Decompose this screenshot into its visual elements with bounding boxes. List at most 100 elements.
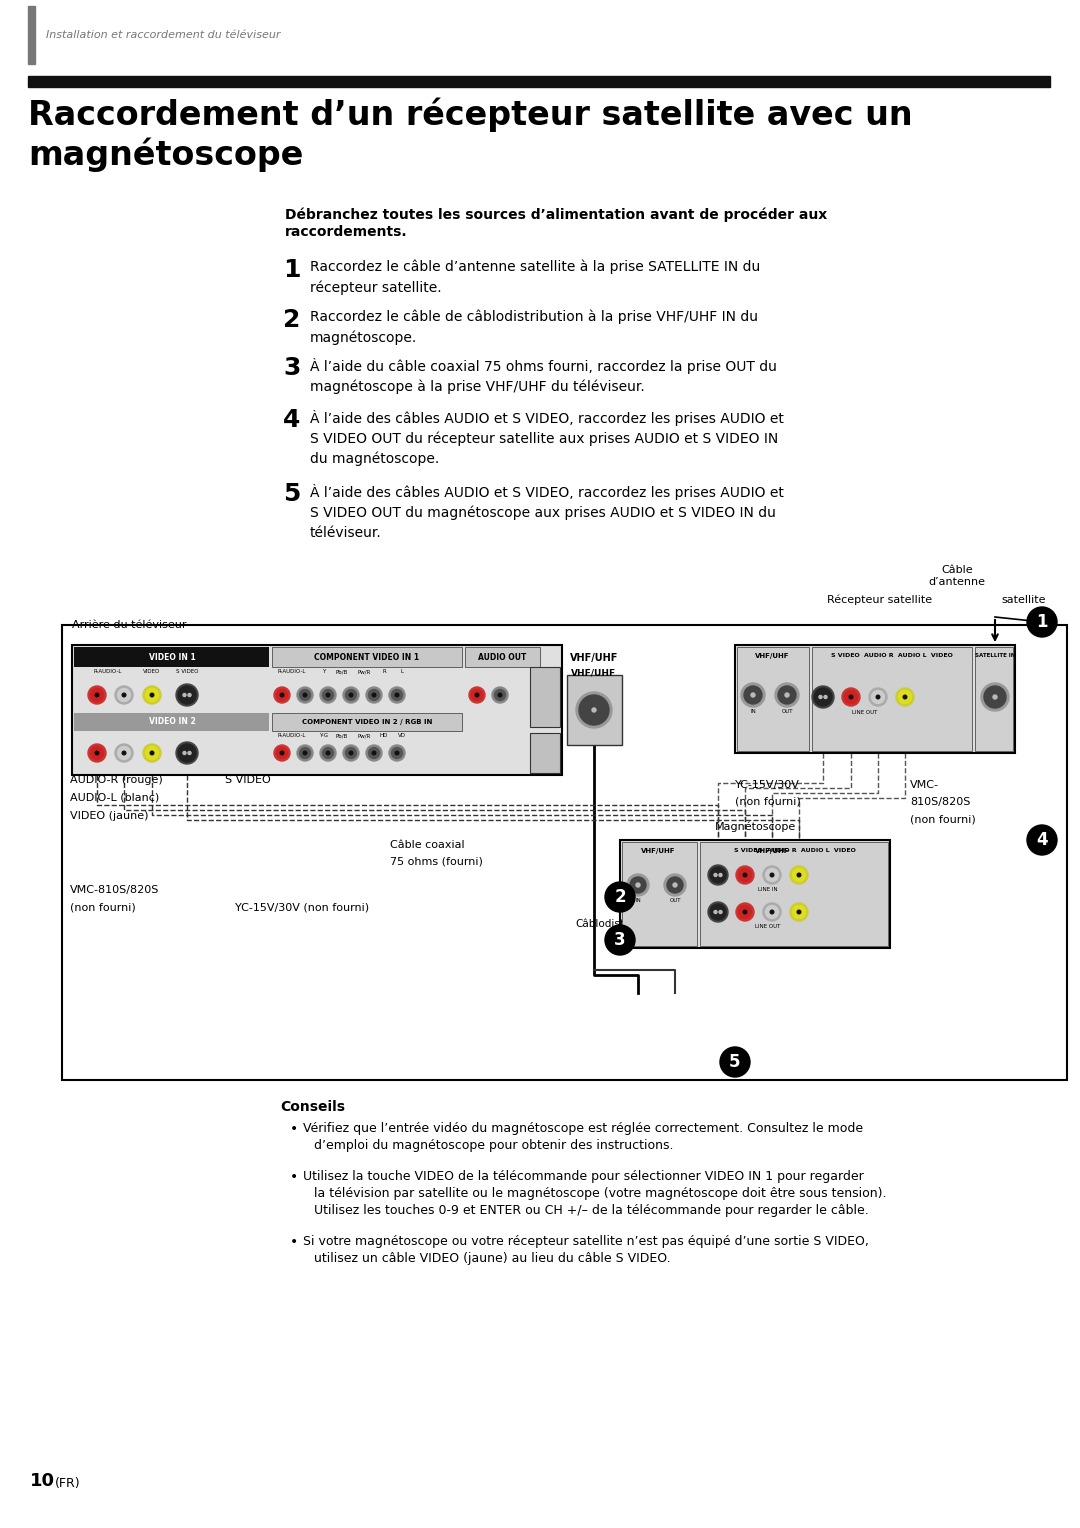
Circle shape bbox=[395, 694, 399, 697]
Text: S VIDEO: S VIDEO bbox=[225, 775, 271, 785]
Text: COMPONENT VIDEO IN 1: COMPONENT VIDEO IN 1 bbox=[314, 652, 419, 662]
Circle shape bbox=[739, 906, 752, 918]
Circle shape bbox=[793, 906, 806, 918]
Bar bbox=[622, 842, 697, 946]
Circle shape bbox=[903, 695, 907, 698]
Circle shape bbox=[389, 688, 405, 703]
Circle shape bbox=[869, 688, 887, 706]
Text: YC-15V/30V (non fourni): YC-15V/30V (non fourni) bbox=[235, 902, 369, 912]
Text: Vérifiez que l’entrée vidéo du magnétoscope est réglée correctement. Consultez l: Vérifiez que l’entrée vidéo du magnétosc… bbox=[303, 1122, 863, 1135]
Text: SATELLITE IN: SATELLITE IN bbox=[975, 652, 1015, 659]
Bar bbox=[735, 645, 1015, 753]
Circle shape bbox=[741, 683, 765, 707]
Circle shape bbox=[114, 744, 133, 762]
Text: Y: Y bbox=[322, 669, 326, 674]
Circle shape bbox=[323, 747, 334, 758]
Text: VHF/UHF: VHF/UHF bbox=[640, 848, 675, 854]
Circle shape bbox=[143, 744, 161, 762]
Circle shape bbox=[280, 694, 284, 697]
Circle shape bbox=[346, 689, 356, 700]
Bar bbox=[530, 733, 561, 773]
Text: VIDEO (jaune): VIDEO (jaune) bbox=[70, 811, 149, 821]
Circle shape bbox=[274, 688, 291, 703]
Bar bbox=[75, 646, 269, 668]
Circle shape bbox=[797, 872, 800, 877]
Text: (non fourni): (non fourni) bbox=[910, 814, 975, 824]
Circle shape bbox=[789, 903, 808, 921]
Text: LINE IN: LINE IN bbox=[758, 886, 778, 892]
Text: 75 ohms (fourni): 75 ohms (fourni) bbox=[390, 857, 483, 866]
Circle shape bbox=[303, 694, 307, 697]
Text: Utilisez la touche VIDEO de la télécommande pour sélectionner VIDEO IN 1 pour re: Utilisez la touche VIDEO de la télécomma… bbox=[303, 1170, 864, 1183]
Text: Magnétoscope: Magnétoscope bbox=[714, 822, 796, 833]
Circle shape bbox=[819, 695, 822, 698]
Circle shape bbox=[845, 691, 858, 703]
Text: LINE OUT: LINE OUT bbox=[755, 924, 781, 929]
Text: Récepteur satellite: Récepteur satellite bbox=[827, 594, 932, 605]
Text: OUT: OUT bbox=[539, 715, 551, 720]
Circle shape bbox=[91, 747, 104, 759]
Circle shape bbox=[472, 689, 483, 700]
Text: Si votre magnétoscope ou votre récepteur satellite n’est pas équipé d’une sortie: Si votre magnétoscope ou votre récepteur… bbox=[303, 1235, 869, 1248]
Circle shape bbox=[770, 911, 773, 914]
Text: LINE OUT: LINE OUT bbox=[852, 711, 878, 715]
Circle shape bbox=[770, 872, 773, 877]
Circle shape bbox=[719, 911, 723, 914]
Circle shape bbox=[280, 752, 284, 755]
Text: utilisez un câble VIDEO (jaune) au lieu du câble S VIDEO.: utilisez un câble VIDEO (jaune) au lieu … bbox=[314, 1251, 671, 1265]
Text: S VIDEO  AUDIO R  AUDIO L  VIDEO: S VIDEO AUDIO R AUDIO L VIDEO bbox=[734, 848, 856, 853]
Text: (non fourni): (non fourni) bbox=[735, 798, 800, 807]
Text: SUB: SUB bbox=[539, 743, 551, 749]
Circle shape bbox=[87, 744, 106, 762]
Text: Utilisez les touches 0-9 et ENTER ou CH +/– de la télécommande pour regarder le : Utilisez les touches 0-9 et ENTER ou CH … bbox=[314, 1204, 868, 1216]
Text: OUT: OUT bbox=[670, 898, 680, 903]
Circle shape bbox=[751, 694, 755, 697]
Circle shape bbox=[735, 903, 754, 921]
Circle shape bbox=[495, 689, 505, 700]
Text: L: L bbox=[401, 669, 404, 674]
Circle shape bbox=[766, 868, 779, 882]
Text: 5: 5 bbox=[729, 1053, 741, 1071]
Circle shape bbox=[592, 707, 596, 712]
Circle shape bbox=[183, 752, 186, 755]
Bar bbox=[62, 625, 1067, 1080]
Text: VIDEO: VIDEO bbox=[144, 669, 161, 674]
Circle shape bbox=[744, 686, 762, 704]
Text: satellite: satellite bbox=[1001, 594, 1045, 605]
Text: Câble
d’antenne: Câble d’antenne bbox=[929, 565, 986, 587]
Bar bbox=[975, 646, 1013, 750]
Text: VIDEO IN 2: VIDEO IN 2 bbox=[149, 718, 195, 726]
Circle shape bbox=[188, 694, 191, 697]
Circle shape bbox=[720, 1047, 750, 1077]
Text: AUDIO OUT: AUDIO OUT bbox=[477, 652, 526, 662]
Circle shape bbox=[299, 689, 311, 700]
Circle shape bbox=[178, 686, 195, 704]
Circle shape bbox=[719, 874, 723, 877]
Text: S: S bbox=[543, 688, 546, 692]
Circle shape bbox=[605, 924, 635, 955]
Circle shape bbox=[146, 747, 159, 759]
Text: R-AUDIO-L: R-AUDIO-L bbox=[276, 733, 306, 738]
Circle shape bbox=[320, 746, 336, 761]
Circle shape bbox=[981, 683, 1009, 711]
Circle shape bbox=[146, 689, 159, 701]
Bar bbox=[567, 675, 622, 746]
Circle shape bbox=[824, 695, 827, 698]
Text: Câblodistribution: Câblodistribution bbox=[576, 918, 665, 929]
Bar bbox=[272, 714, 462, 730]
Text: 3: 3 bbox=[615, 931, 625, 949]
Circle shape bbox=[797, 911, 800, 914]
Circle shape bbox=[762, 866, 781, 885]
Text: •: • bbox=[291, 1235, 298, 1248]
Circle shape bbox=[812, 686, 834, 707]
Circle shape bbox=[276, 747, 287, 758]
Circle shape bbox=[297, 746, 313, 761]
Text: •: • bbox=[291, 1170, 298, 1184]
Text: Arrière du téléviseur: Arrière du téléviseur bbox=[72, 620, 187, 630]
Text: YC-15V/30V: YC-15V/30V bbox=[735, 779, 800, 790]
Circle shape bbox=[373, 752, 376, 755]
Circle shape bbox=[188, 752, 191, 755]
Text: 2: 2 bbox=[615, 888, 625, 906]
Circle shape bbox=[793, 868, 806, 882]
Circle shape bbox=[176, 743, 198, 764]
